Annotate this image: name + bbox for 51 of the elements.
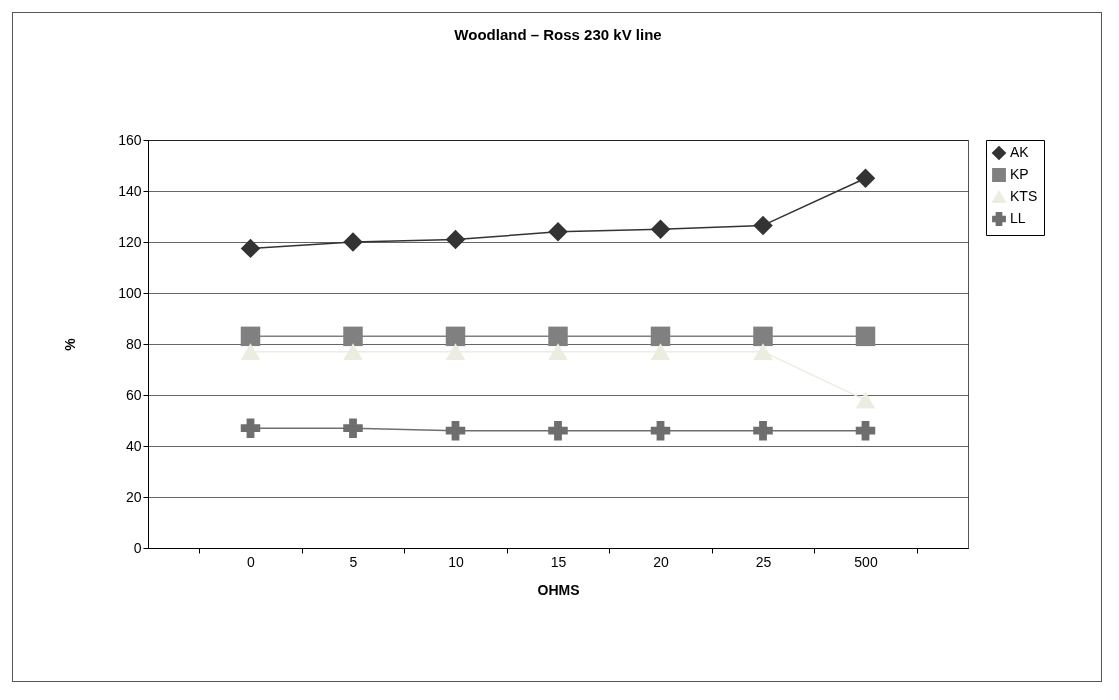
point (343, 418, 363, 438)
point (240, 343, 261, 361)
point (855, 168, 876, 188)
y-tick-label: 60 (125, 386, 142, 403)
point (650, 326, 671, 347)
legend-label: LL (1010, 210, 1026, 226)
x-tick-label: 10 (448, 553, 464, 570)
point (855, 391, 876, 409)
y-tick-label: 20 (125, 488, 142, 505)
legend-label: KTS (1010, 188, 1038, 204)
point (445, 420, 466, 441)
point (240, 238, 261, 259)
point (650, 219, 671, 239)
y-axis-title: % (62, 337, 79, 351)
legend-label: KP (1010, 166, 1029, 182)
point (855, 326, 876, 347)
point (240, 326, 261, 347)
chart-title: Woodland – Ross 230 kV line (454, 26, 662, 43)
y-tick-label: 80 (125, 335, 142, 352)
point (240, 418, 261, 438)
point (445, 326, 466, 347)
y-tick-label: 140 (118, 182, 142, 199)
point (548, 420, 568, 441)
x-tick-label: 20 (653, 553, 669, 570)
x-tick-label: 5 (349, 553, 358, 570)
point (343, 232, 363, 252)
y-tick-label: 160 (118, 131, 142, 148)
point (548, 343, 568, 361)
point (650, 343, 671, 361)
point (753, 326, 773, 347)
x-tick-label: 15 (550, 553, 567, 570)
point (548, 222, 568, 242)
legend-label: AK (1010, 144, 1030, 160)
point (753, 343, 773, 361)
x-tick-label: 0 (247, 553, 256, 570)
point (445, 229, 466, 250)
x-tick-label: 500 (854, 553, 878, 570)
point (753, 215, 773, 236)
point (548, 326, 568, 347)
point (445, 343, 466, 361)
point (343, 326, 363, 347)
point (343, 343, 363, 361)
point (855, 420, 876, 441)
y-tick-label: 40 (125, 437, 142, 454)
x-axis-title: OHMS (537, 581, 580, 598)
y-tick-label: 120 (118, 233, 142, 250)
point (650, 420, 671, 441)
x-tick-label: 25 (755, 553, 772, 570)
point (753, 420, 773, 441)
y-tick-label: 100 (118, 284, 142, 301)
y-tick-label: 0 (133, 539, 142, 556)
